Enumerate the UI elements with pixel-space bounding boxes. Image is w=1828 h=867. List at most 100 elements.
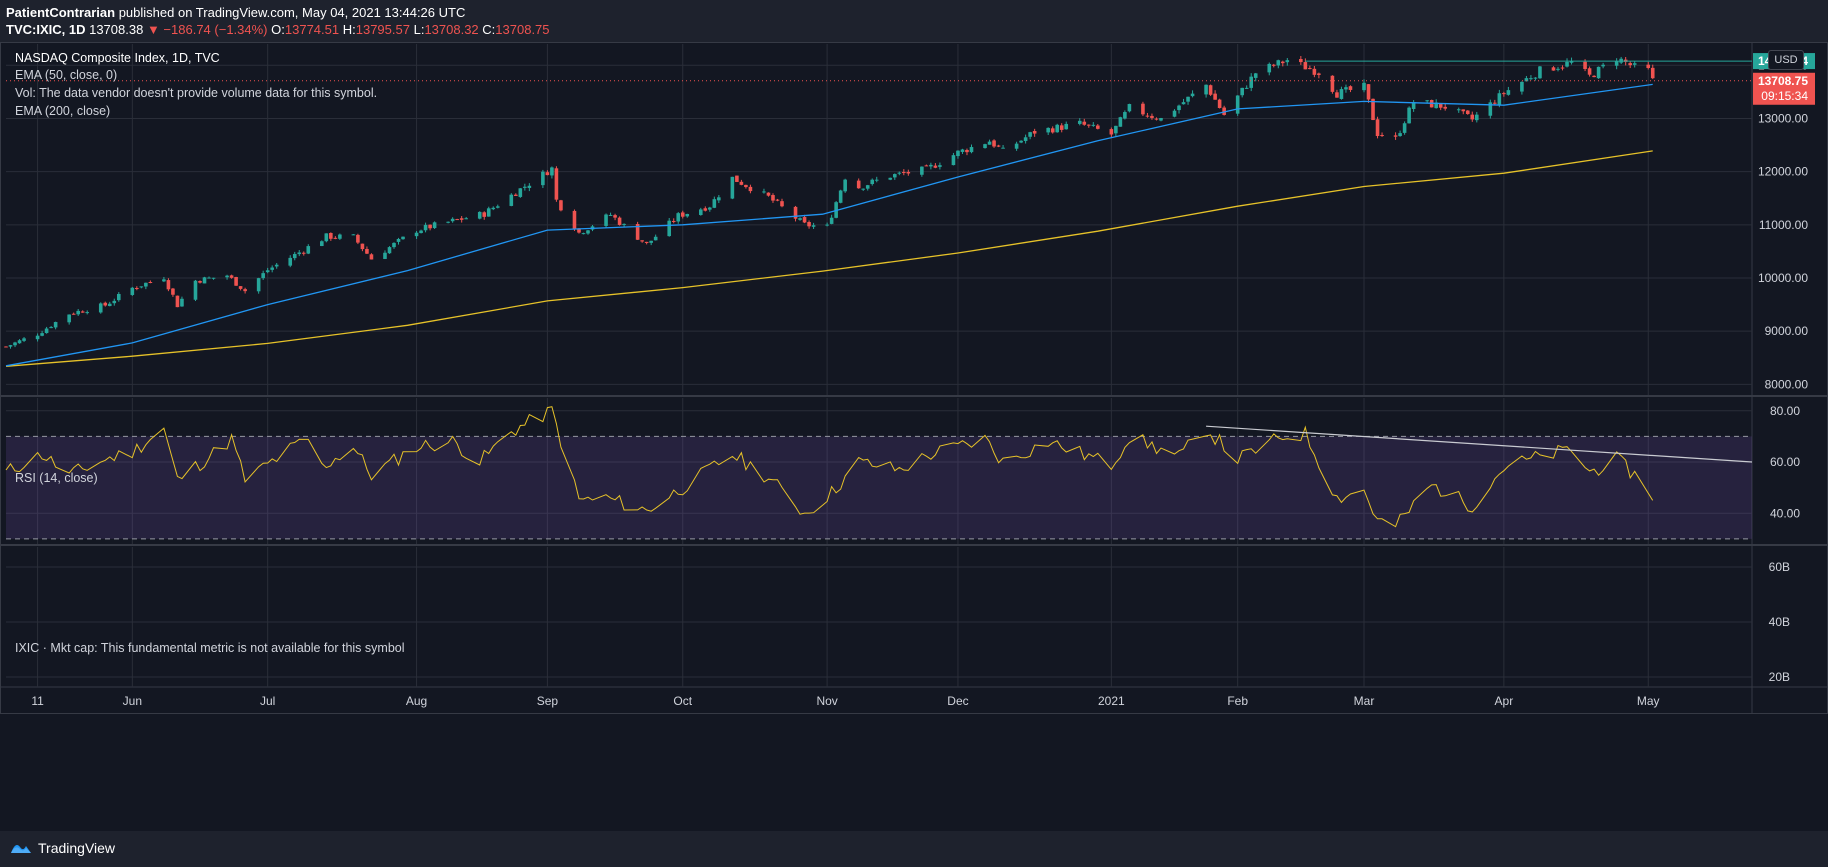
- candle-body: [965, 149, 969, 153]
- change-value: ▼ −186.74 (−1.34%): [146, 22, 268, 37]
- candle-body: [1502, 93, 1506, 95]
- mktcap-legend[interactable]: IXIC · Mkt cap: This fundamental metric …: [15, 641, 405, 655]
- candle-body: [838, 190, 843, 203]
- candle-body: [775, 199, 780, 201]
- candle-body: [85, 312, 90, 314]
- candle-body: [1127, 104, 1132, 112]
- candle-body: [116, 293, 121, 301]
- candle-body: [892, 174, 897, 178]
- candle-body: [333, 237, 338, 239]
- candle-body: [1276, 60, 1281, 66]
- candle-body: [1465, 110, 1470, 114]
- candle-body: [1569, 61, 1574, 63]
- chart-canvas[interactable]: 11 Jun Jul Aug Sep Oct Nov Dec 2021 Feb Mar Apr May 1…: [0, 42, 1828, 831]
- candle-body: [1560, 67, 1565, 69]
- candle-body: [1506, 90, 1511, 95]
- candle-body: [144, 282, 148, 287]
- candle-body: [1565, 61, 1569, 67]
- candle-body: [455, 219, 459, 221]
- candle-body: [1583, 61, 1587, 70]
- countdown-label: 09:15:34: [1761, 89, 1808, 103]
- candle-body: [17, 340, 22, 344]
- candle-body: [1154, 118, 1159, 120]
- candle-body: [1267, 63, 1272, 73]
- ohlc-line: TVC:IXIC, 1D 13708.38 ▼ −186.74 (−1.34%)…: [6, 22, 550, 37]
- candle-body: [933, 165, 938, 168]
- author-name[interactable]: PatientContrarian: [6, 5, 116, 20]
- candle-body: [211, 277, 216, 279]
- candle-body: [1646, 64, 1651, 68]
- time-tick-label: 2021: [1098, 694, 1125, 708]
- time-tick-label: Aug: [406, 694, 427, 708]
- candle-body: [929, 164, 933, 167]
- candle-body: [53, 322, 58, 328]
- volume-legend[interactable]: Vol: The data vendor doesn't provide vol…: [15, 86, 378, 100]
- candle-body: [1235, 95, 1240, 114]
- candle-body: [464, 218, 468, 220]
- candle-body: [419, 230, 423, 234]
- candle-body: [861, 188, 866, 190]
- ema50-legend[interactable]: EMA (50, close, 0): [15, 68, 118, 82]
- candle-body: [1456, 109, 1461, 111]
- candle-body: [450, 218, 455, 222]
- candle-body: [1470, 114, 1475, 120]
- candle-body: [139, 286, 144, 288]
- candle-body: [1556, 68, 1560, 70]
- candle-body: [1032, 130, 1037, 134]
- time-tick-label: Jun: [123, 694, 142, 708]
- candle-body: [644, 241, 649, 243]
- candle-body: [1601, 64, 1605, 67]
- tradingview-brand[interactable]: TradingView: [10, 840, 115, 856]
- candle-body: [1335, 92, 1339, 98]
- last-price-tag: [1753, 72, 1815, 105]
- time-tick-label: 11: [31, 694, 44, 708]
- candle-body: [1217, 99, 1222, 108]
- candle-body: [301, 252, 306, 254]
- candle-body: [938, 165, 942, 167]
- time-tick-label: Feb: [1227, 694, 1248, 708]
- candle-body: [762, 191, 766, 193]
- candle-body: [446, 221, 450, 223]
- candle-body: [338, 234, 342, 239]
- mktcap-tick-label: 60B: [1769, 560, 1790, 574]
- candle-body: [717, 197, 721, 201]
- open-value: 13774.51: [284, 22, 340, 37]
- candle-body: [951, 155, 956, 166]
- rsi-tick-label: 80.00: [1770, 404, 1800, 418]
- candle-body: [1628, 63, 1632, 66]
- ema200-legend[interactable]: EMA (200, close): [15, 104, 111, 118]
- candle-body: [1046, 127, 1050, 133]
- candle-body: [766, 192, 771, 196]
- candle-body: [829, 217, 834, 224]
- candle-body: [1019, 140, 1023, 143]
- candle-body: [960, 149, 965, 152]
- candle-body: [1362, 82, 1366, 91]
- currency-button[interactable]: USD: [1768, 50, 1804, 70]
- open-label: O:: [271, 22, 285, 37]
- candle-body: [292, 253, 297, 259]
- candle-body: [1150, 115, 1154, 118]
- price-tick-label: 12000.00: [1758, 165, 1808, 179]
- candle-body: [698, 209, 703, 215]
- candle-body: [306, 246, 311, 254]
- candle-body: [730, 176, 735, 199]
- rsi-trendline: [1206, 425, 1753, 463]
- candle-body: [509, 194, 514, 206]
- candle-body: [356, 234, 360, 243]
- candle-body: [1538, 66, 1542, 79]
- time-tick-label: Jul: [260, 694, 275, 708]
- candle-body: [1001, 147, 1005, 149]
- candle-body: [76, 310, 80, 315]
- candle-body: [71, 313, 76, 315]
- candle-body: [103, 302, 108, 306]
- candle-body: [1348, 86, 1353, 90]
- candle-body: [685, 214, 690, 217]
- candle-body: [920, 166, 924, 175]
- candle-body: [1059, 125, 1064, 130]
- candle-body: [1438, 103, 1443, 108]
- candle-body: [1023, 137, 1028, 141]
- rsi-legend[interactable]: RSI (14, close): [15, 471, 98, 485]
- candle-body: [523, 186, 527, 188]
- grid-lines: [0, 42, 1828, 714]
- candle-body: [80, 311, 85, 313]
